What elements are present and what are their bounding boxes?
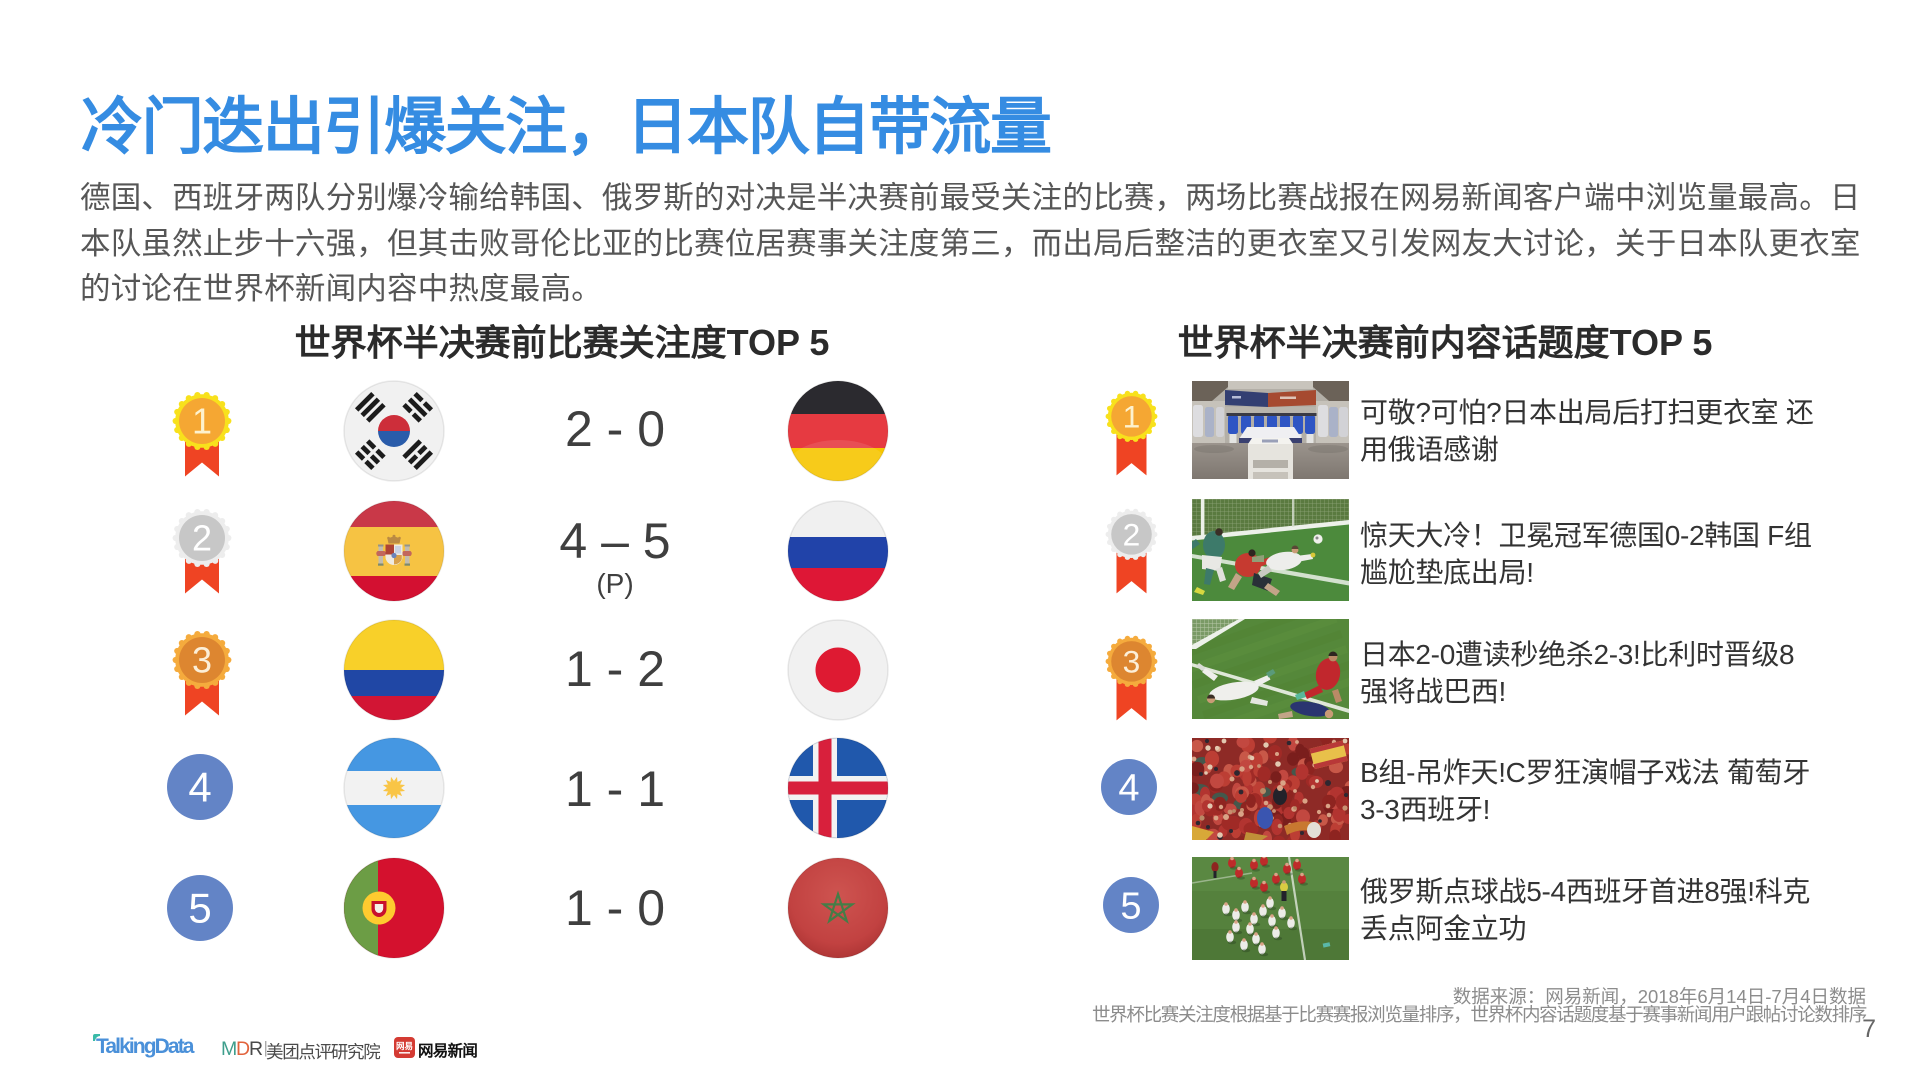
svg-text:5: 5 [188, 885, 211, 932]
svg-text:4: 4 [1118, 767, 1139, 809]
svg-text:5: 5 [1120, 885, 1141, 927]
svg-text:3: 3 [192, 640, 212, 681]
svg-text:网易: 网易 [396, 1041, 413, 1051]
svg-text:3: 3 [1123, 643, 1141, 679]
svg-text:2: 2 [192, 518, 212, 559]
svg-text:1: 1 [1123, 398, 1141, 434]
svg-text:1: 1 [192, 401, 212, 442]
svg-text:2: 2 [1123, 516, 1141, 552]
svg-text:4: 4 [188, 764, 211, 811]
